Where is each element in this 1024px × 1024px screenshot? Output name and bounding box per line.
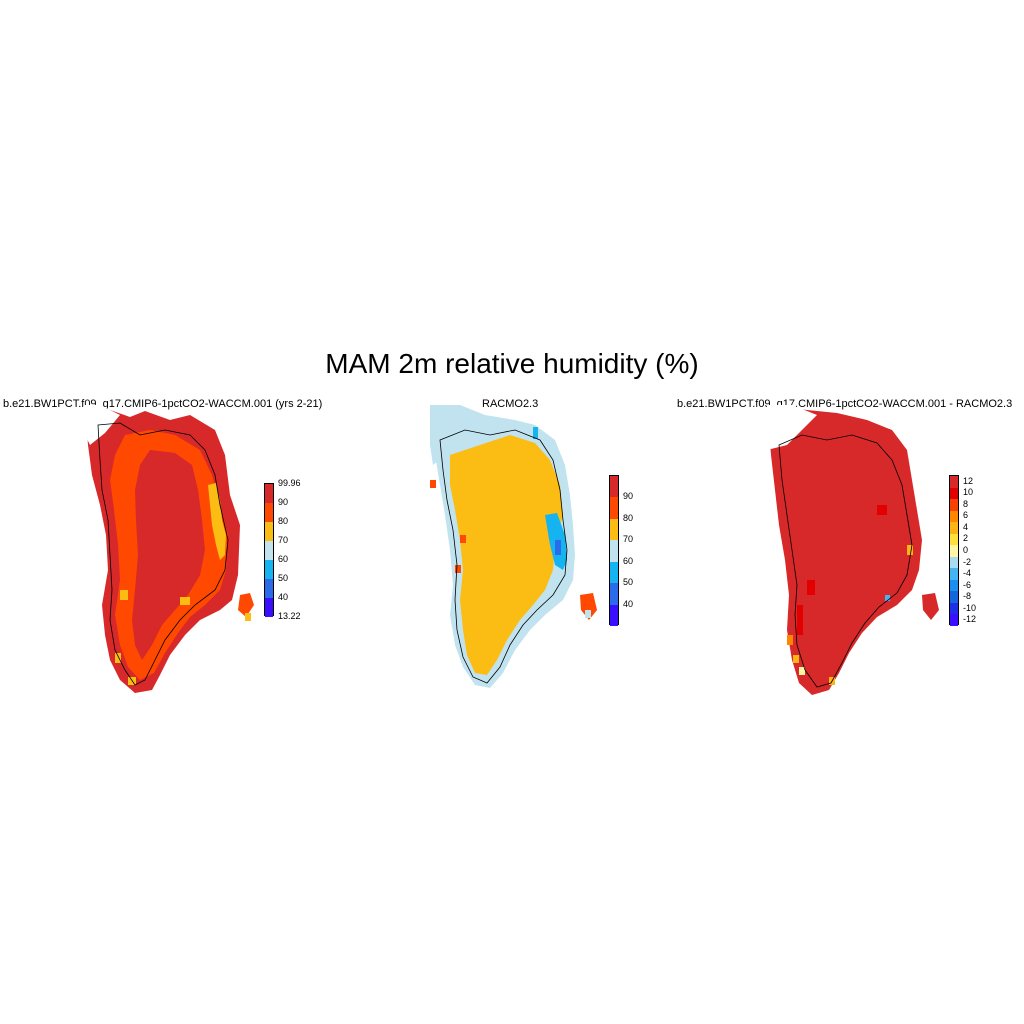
colorbar-segment (610, 583, 618, 605)
colorbar-label: 40 (278, 592, 289, 602)
colorbar-label: 4 (963, 521, 969, 532)
colorbar-segment (610, 497, 618, 519)
colorbar-segment (265, 503, 273, 522)
field-island (922, 593, 939, 620)
field-diff-4b (907, 545, 913, 555)
colorbar-boxes (949, 475, 959, 626)
colorbar-label: 90 (278, 497, 289, 507)
panel-title-difference: b.e21.BW1PCT.f09_g17.CMIP6-1pctCO2-WACCM… (677, 398, 1013, 410)
colorbar-label: 50 (278, 573, 289, 583)
field-island-patch (585, 610, 591, 618)
field-east-70-80 (208, 483, 226, 560)
colorbar-label: -2 (963, 556, 972, 567)
colorbar-label: 60 (623, 555, 634, 566)
colorbar-segment (950, 602, 958, 615)
colorbar-label: 90 (623, 491, 634, 502)
colorbar-label: 0 (963, 545, 969, 555)
colorbar-segment (265, 579, 273, 598)
colorbar-label: 70 (623, 534, 634, 545)
field-patch-c (115, 653, 121, 663)
colorbar-label: 13.22 (278, 611, 301, 621)
colorbar-label: 99.96 (278, 478, 301, 488)
figure-title: MAM 2m relative humidity (%) (325, 348, 699, 379)
colorbar-label: 70 (278, 535, 289, 545)
colorbar-label: -6 (963, 579, 972, 590)
colorbar-segment (950, 487, 958, 500)
colorbar-segment (950, 476, 958, 488)
colorbar-segment (265, 560, 273, 579)
panel-title-racmo: RACMO2.3 (482, 398, 539, 410)
colorbar-segment (610, 604, 618, 626)
colorbar-label: 80 (278, 516, 289, 526)
colorbar-label: 60 (278, 554, 289, 564)
colorbar-boxes (264, 483, 274, 617)
coastline (778, 434, 913, 688)
colorbar-segment (950, 510, 958, 523)
colorbar-segment (610, 476, 618, 498)
colorbar-label: 40 (623, 598, 634, 609)
greenland-field (85, 405, 254, 693)
field-diff-4a (793, 655, 799, 663)
gap-northwest (85, 405, 120, 445)
colorbar-segment (950, 568, 958, 580)
field-west-red-c (455, 565, 461, 573)
colorbar-label: -4 (963, 568, 972, 579)
colorbar-label: -12 (963, 614, 977, 625)
colorbar-label: 8 (963, 498, 969, 509)
colorbar-segment (265, 484, 273, 503)
field-diff-8 (787, 635, 793, 645)
colorbar-segment (950, 522, 958, 534)
field-interior-70-80 (450, 435, 563, 675)
colorbar-segment (610, 518, 618, 541)
field-diff-2 (799, 667, 805, 675)
colorbar-segment (950, 545, 958, 557)
field-diff-neg (885, 595, 890, 601)
colorbar-segment (610, 540, 618, 562)
colorbar-label: 50 (623, 577, 634, 588)
field-island-patch (245, 613, 251, 621)
field-diff-gt12 (767, 405, 922, 695)
field-patch-b (120, 590, 128, 600)
colorbar-label: 80 (623, 512, 634, 523)
colorbar-boxes (609, 475, 619, 626)
colorbar-label: 2 (963, 533, 969, 544)
colorbar-segment (610, 561, 618, 584)
colorbar-segment (950, 499, 958, 511)
colorbar-label: 10 (963, 487, 974, 498)
field-diff-12a (877, 505, 887, 515)
coastline (97, 422, 229, 686)
field-island (580, 593, 597, 620)
field-patch-a (180, 597, 190, 605)
racmo-field (430, 405, 597, 688)
map-racmo-humidity (430, 405, 597, 688)
colorbar-label: -8 (963, 591, 972, 602)
coastline (439, 429, 568, 684)
colorbar-segment (950, 556, 958, 569)
panel-title-model: b.e21.BW1PCT.f09_g17.CMIP6-1pctCO2-WACCM… (3, 398, 323, 410)
field-diff-12c (807, 580, 815, 595)
map-model-humidity (85, 405, 254, 693)
field-west-red-b (460, 535, 466, 543)
colorbar-segment (950, 614, 958, 626)
gap-northwest (767, 405, 817, 450)
field-interior-90-100 (132, 450, 205, 660)
colorbar-segment (265, 598, 273, 617)
colorbar-segment (950, 591, 958, 603)
field-west-red-a (430, 480, 436, 488)
field-east-40-50 (555, 540, 561, 555)
colorbar-segment (265, 522, 273, 541)
colorbar-label: 12 (963, 475, 974, 486)
field-island (238, 593, 254, 617)
colorbar-segment (950, 533, 958, 546)
colorbar-label: -10 (963, 602, 977, 613)
colorbar-label: 6 (963, 510, 969, 521)
field-nw-60-70 (430, 405, 465, 465)
map-difference (767, 405, 939, 695)
difference-field (767, 405, 939, 695)
colorbar-segment (950, 579, 958, 592)
field-north-50-60 (533, 427, 538, 439)
colorbar-segment (265, 541, 273, 560)
field-diff-12b (797, 605, 803, 635)
